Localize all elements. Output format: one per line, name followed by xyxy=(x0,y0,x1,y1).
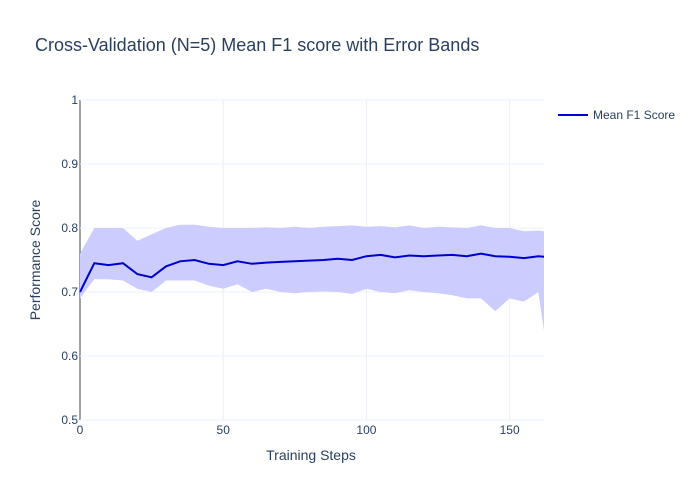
grid xyxy=(79,99,544,421)
series-line-layer xyxy=(79,252,545,293)
y-tick-label: 0.5 xyxy=(61,413,78,427)
y-axis-label: Performance Score xyxy=(27,199,43,320)
y-tick-labels: 0.5 0.6 0.7 0.8 0.9 1 xyxy=(61,93,78,427)
mean-f1-line xyxy=(79,252,545,293)
y-tick-label: 0.9 xyxy=(61,157,78,171)
y-tick-label: 0.6 xyxy=(61,349,78,363)
chart-title: Cross-Validation (N=5) Mean F1 score wit… xyxy=(35,35,479,55)
y-tick-label: 0.8 xyxy=(61,221,78,235)
x-tick-label: 50 xyxy=(217,423,231,437)
x-tick-label: 100 xyxy=(356,423,376,437)
x-axis-label: Training Steps xyxy=(266,447,356,463)
x-tick-label: 0 xyxy=(77,423,84,437)
legend[interactable]: Mean F1 Score xyxy=(558,108,675,122)
y-tick-label: 0.7 xyxy=(61,285,78,299)
x-tick-labels: 0 50 100 150 xyxy=(77,423,520,437)
x-tick-label: 150 xyxy=(500,423,520,437)
error-band xyxy=(80,224,544,331)
legend-label-mean-f1: Mean F1 Score xyxy=(593,108,675,122)
error-band-layer xyxy=(80,224,544,331)
y-tick-label: 1 xyxy=(71,93,78,107)
